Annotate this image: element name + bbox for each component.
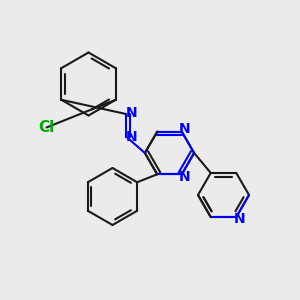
Text: N: N — [179, 122, 190, 136]
Text: N: N — [179, 170, 190, 184]
Text: Cl: Cl — [38, 120, 55, 135]
Text: N: N — [126, 106, 138, 120]
Text: N: N — [126, 130, 138, 144]
Text: N: N — [234, 212, 246, 226]
